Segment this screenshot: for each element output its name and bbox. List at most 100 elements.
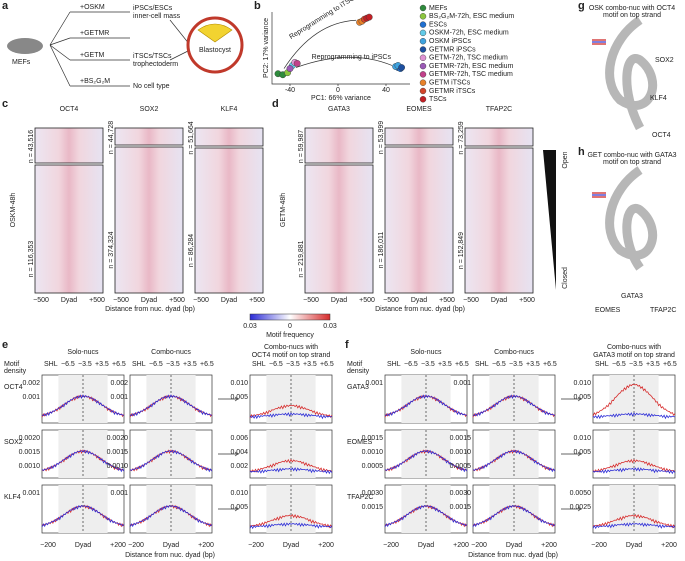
x-tick-label: +500 xyxy=(89,297,105,304)
x-tick-label: Dyad xyxy=(418,542,434,549)
heatmap xyxy=(114,127,184,146)
legend-swatch xyxy=(419,79,427,86)
shl-label: +6.5 xyxy=(200,361,214,368)
trajectory xyxy=(295,56,393,68)
y-tick-label: 0.0050 xyxy=(570,490,592,497)
shl-label: −3.5 xyxy=(166,361,180,368)
y-tick-label: 0.010 xyxy=(230,380,248,387)
y-tick-label: 0.001 xyxy=(453,380,471,387)
count-label: n = 73,259 xyxy=(458,121,465,154)
arrow xyxy=(561,396,583,402)
x-tick-label: +500 xyxy=(519,297,535,304)
profile-line xyxy=(384,395,468,418)
shl-label: −3.5 xyxy=(421,361,435,368)
y-tick-label: 0.001 xyxy=(365,380,383,387)
shl-label: SHL xyxy=(387,361,401,368)
count-label: n = 53,999 xyxy=(378,121,385,154)
shl-label: −6.5 xyxy=(149,361,163,368)
x-tick-label: Dyad xyxy=(506,542,522,549)
column-title: OCT4 motif on top strand xyxy=(252,352,331,359)
motif-name: GATA3 xyxy=(328,106,350,113)
legend-swatch xyxy=(419,13,427,20)
y-tick-label: 0.002 xyxy=(230,463,248,470)
factor-label: SOX2 xyxy=(655,57,674,64)
point xyxy=(293,60,301,67)
x-tick-label: +500 xyxy=(439,297,455,304)
legend-label: MEFs xyxy=(429,5,448,12)
profile-line xyxy=(129,504,213,528)
y-tick-label: 0.0015 xyxy=(362,435,384,442)
legend-swatch xyxy=(419,21,427,28)
shl-label: +3.5 xyxy=(95,361,109,368)
profile-line xyxy=(592,458,676,473)
column-title: Combo-nucs with xyxy=(264,344,318,351)
shl-label: +6.5 xyxy=(320,361,334,368)
profile-line xyxy=(472,449,556,473)
profile-line xyxy=(41,395,125,418)
legend-label: GETMR-72h, TSC medium xyxy=(429,71,513,78)
column-title: Solo-nucs xyxy=(410,349,442,356)
shl-label: +3.5 xyxy=(646,361,660,368)
factor-label: OCT4 xyxy=(652,132,671,139)
shl-label: +3.5 xyxy=(526,361,540,368)
panel-label: d xyxy=(272,98,279,110)
y-tick-label: 0.005 xyxy=(573,394,591,401)
y-tick-label: 0.0020 xyxy=(107,435,129,442)
x-tick-label: −500 xyxy=(33,297,49,304)
shl-label: −6.5 xyxy=(269,361,283,368)
shl-label: −3.5 xyxy=(629,361,643,368)
count-label: n = 51,664 xyxy=(188,121,195,154)
trajectory xyxy=(283,19,357,69)
profile-line xyxy=(472,394,556,417)
x-tick-label: +200 xyxy=(453,542,469,549)
arrow xyxy=(218,396,240,402)
shl-label: +3.5 xyxy=(183,361,197,368)
profile-line xyxy=(41,449,125,473)
annotation: Reprogramming to iPSCs xyxy=(312,54,392,61)
heatmap xyxy=(464,127,534,147)
x-tick-label: +200 xyxy=(661,542,677,549)
x-tick-label: Dyad xyxy=(75,542,91,549)
shl-label: −3.5 xyxy=(509,361,523,368)
x-tick-label: +500 xyxy=(359,297,375,304)
y-tick-label: 0.0010 xyxy=(107,463,129,470)
x-tick-label: +200 xyxy=(198,542,214,549)
factor-label: KLF4 xyxy=(650,95,667,102)
profile-line xyxy=(41,504,125,528)
x-tick-label: Dyad xyxy=(491,297,507,304)
panel-label: b xyxy=(254,0,261,12)
motif-name: TFAP2C xyxy=(486,106,512,113)
y-tick-label: 0.0030 xyxy=(362,490,384,497)
column-title: GATA3 motif on top strand xyxy=(593,352,675,359)
x-tick-label: −500 xyxy=(303,297,319,304)
x-axis-label: Distance from nuc. dyad (bp) xyxy=(468,552,558,559)
y-tick-label: 0.0015 xyxy=(107,449,129,456)
panel-title: OSK combo-nuc with OCT4 xyxy=(589,5,675,12)
y-tick-label: 0.0010 xyxy=(362,449,384,456)
condition-label: GETM-48h xyxy=(280,193,287,227)
y-axis-label: density xyxy=(347,368,370,375)
profile-line xyxy=(472,504,556,528)
legend-label: ESCs xyxy=(429,21,447,28)
shl-label: +3.5 xyxy=(303,361,317,368)
x-tick-label: −500 xyxy=(383,297,399,304)
x-tick-label: −200 xyxy=(248,542,264,549)
nucleosome-diagram xyxy=(592,16,658,271)
heatmap xyxy=(304,127,374,164)
heatmap xyxy=(194,147,264,294)
x-axis-label: Distance from nuc. dyad (bp) xyxy=(105,306,195,313)
shl-label: +6.5 xyxy=(112,361,126,368)
legend-swatch xyxy=(419,71,427,78)
arrow-label: +BS₂G₂M xyxy=(80,78,110,85)
y-tick-label: 0.0005 xyxy=(450,463,472,470)
y-tick-label: 0.010 xyxy=(573,380,591,387)
y-tick-label: 0.0015 xyxy=(450,504,472,511)
panel-label: f xyxy=(345,339,349,351)
x-tick-label: +200 xyxy=(541,542,557,549)
shl-label: −6.5 xyxy=(612,361,626,368)
profile-line xyxy=(592,383,676,417)
x-tick-label: +200 xyxy=(110,542,126,549)
factor-label: EOMES xyxy=(595,307,621,314)
annotation: Reprogramming to iTSCs xyxy=(288,0,359,41)
node-label: Blastocyst xyxy=(199,47,231,54)
